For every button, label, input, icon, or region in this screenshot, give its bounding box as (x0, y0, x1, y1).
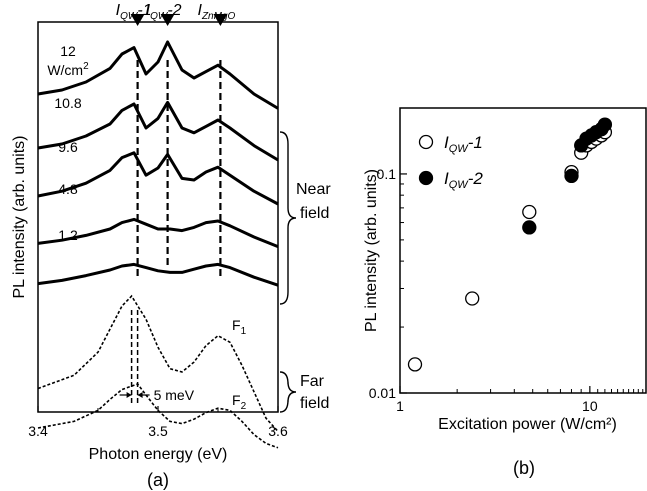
filled-point-0 (522, 220, 537, 235)
open-point-1 (465, 291, 480, 306)
peak-label-1: IQW-2 (146, 2, 182, 22)
legend-marker-0 (418, 134, 434, 150)
far-field-label-1: F2 (232, 392, 247, 412)
panel-label-a: (a) (147, 470, 169, 490)
shift-arrowhead-right (137, 392, 143, 398)
peak-marker-0 (130, 14, 145, 26)
power-label-4: 1.2 (58, 227, 78, 243)
near-field-trace-3 (37, 217, 279, 248)
peak-label-2: IZnMgO (198, 2, 236, 22)
b-y-axis-title: PL intensity (arb. units) (363, 169, 380, 332)
power-label-1: 10.8 (54, 95, 81, 111)
b-x-tick-label-0: 1 (396, 398, 404, 414)
shift-arrowhead-left (126, 392, 132, 398)
b-x-axis-title: Excitation power (W/cm²) (438, 416, 617, 433)
panel-b-frame (399, 107, 647, 394)
legend-marker-1 (418, 170, 434, 186)
b-y-tick-label-1: 0.1 (377, 166, 397, 182)
near-field-label-line-2: field (300, 205, 329, 222)
near-field-label-line-1: Near (296, 181, 331, 198)
power-unit-label: W/cm2 (47, 61, 89, 78)
near-field-trace-4 (37, 262, 279, 287)
peak-marker-1 (160, 14, 175, 26)
far-field-label-line-1: Far (300, 373, 325, 390)
near-field-trace-1 (37, 100, 279, 162)
y-axis-title: PL intensity (arb. units) (11, 135, 28, 298)
power-label-3: 4.8 (58, 181, 78, 197)
open-point-0 (407, 357, 423, 372)
filled-point-1 (564, 168, 579, 184)
panel-label-b: (b) (513, 458, 535, 478)
b-y-tick-label-0: 0.01 (369, 385, 396, 401)
legend-label-0: IQW-1 (444, 133, 483, 155)
b-x-tick-label-1: 10 (582, 398, 598, 414)
near-field-trace-0 (37, 40, 279, 110)
panel-a-spectra: 3.4 3.5 3.6 Photon energy (eV) PL intensity … (11, 2, 331, 490)
filled-point-7 (597, 117, 613, 132)
far-field-label-0: F1 (232, 317, 247, 337)
panel-b-power-dependence: 1 10 0.01 0.1 Excitation power (W/cm²) PL int… (363, 107, 647, 478)
near-field-brace (279, 131, 297, 305)
peak-label-0: IQW-1 (116, 2, 152, 22)
x-tick-label-0: 3.4 (28, 423, 48, 439)
far-field-brace (279, 371, 297, 413)
near-field-trace-2 (37, 151, 279, 206)
far-field-trace-1 (37, 383, 279, 449)
x-axis-title: Photon energy (eV) (89, 446, 228, 463)
far-field-trace-0 (37, 294, 279, 432)
panel-a-frame (37, 21, 279, 413)
x-tick-label-1: 3.5 (148, 423, 168, 439)
peak-marker-2 (213, 14, 228, 26)
shift-label: 5 meV (154, 387, 195, 403)
legend-label-1: IQW-2 (444, 169, 483, 191)
x-tick-label-2: 3.6 (268, 423, 288, 439)
open-point-2 (522, 204, 537, 220)
power-label-0: 12 (60, 43, 76, 59)
far-field-label-line-2: field (300, 395, 329, 412)
power-label-2: 9.6 (58, 139, 78, 155)
